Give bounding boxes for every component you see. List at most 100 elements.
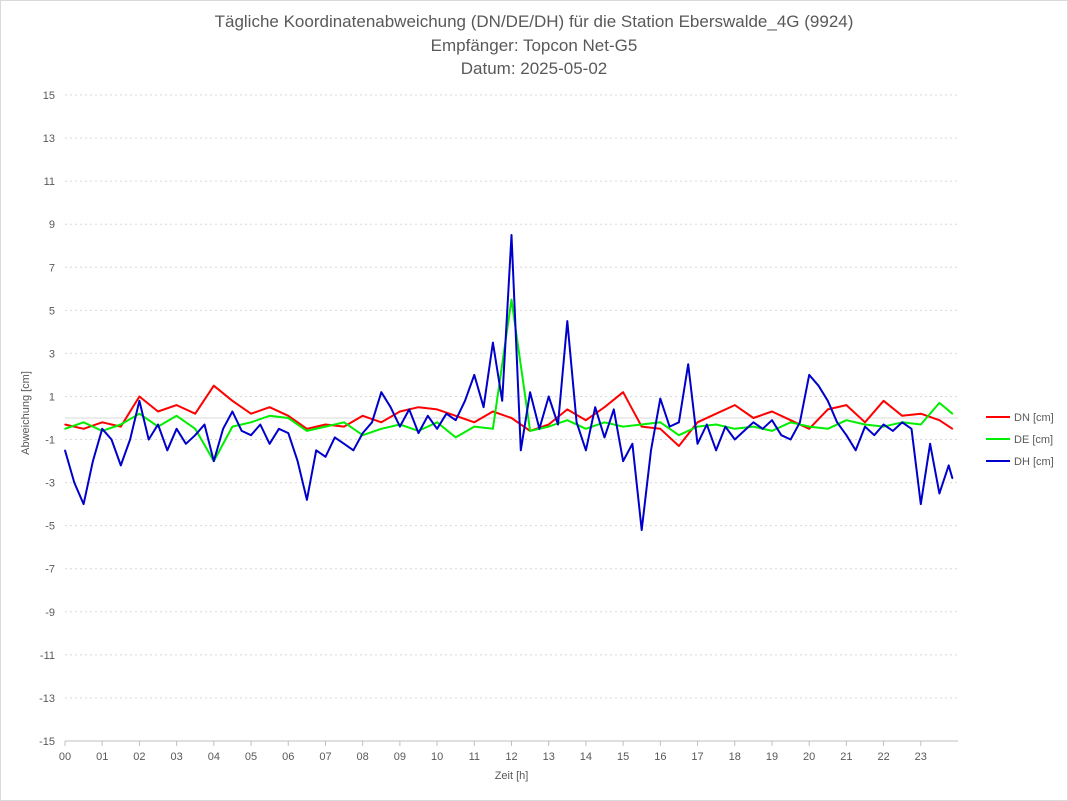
data-point xyxy=(547,423,550,426)
x-tick-label: 12 xyxy=(505,751,517,763)
data-point xyxy=(789,419,792,422)
data-point xyxy=(529,430,531,432)
data-point xyxy=(287,415,290,417)
data-point xyxy=(315,449,318,452)
data-point xyxy=(603,436,606,439)
data-point xyxy=(640,423,643,426)
data-point xyxy=(817,384,820,387)
data-point xyxy=(761,428,764,430)
data-point xyxy=(752,417,755,419)
data-point xyxy=(938,419,941,422)
data-point xyxy=(538,428,541,430)
y-tick-label: -1 xyxy=(45,435,55,447)
data-point xyxy=(482,406,485,409)
data-point xyxy=(250,434,252,437)
data-point xyxy=(361,432,364,434)
data-point xyxy=(352,449,355,452)
legend-label: DN [cm] xyxy=(1014,412,1054,424)
x-tick-label: 17 xyxy=(691,751,703,763)
data-point xyxy=(213,384,215,387)
y-tick-label: -5 xyxy=(45,521,55,533)
data-point xyxy=(417,432,420,434)
data-point xyxy=(250,421,252,424)
x-tick-label: 04 xyxy=(208,751,220,763)
data-point xyxy=(845,404,848,406)
data-point xyxy=(454,415,457,417)
data-point xyxy=(622,425,624,428)
data-point xyxy=(640,529,643,531)
data-point xyxy=(734,404,736,406)
data-point xyxy=(613,408,615,411)
data-point xyxy=(231,400,234,402)
data-point xyxy=(454,436,457,439)
data-point xyxy=(92,460,94,462)
data-point xyxy=(678,421,680,424)
x-tick-label: 08 xyxy=(357,751,369,763)
data-point xyxy=(194,434,196,437)
data-point xyxy=(268,443,271,445)
data-point xyxy=(138,395,141,398)
x-tick-label: 18 xyxy=(729,751,741,763)
data-point xyxy=(436,408,438,411)
y-tick-label: -15 xyxy=(39,736,55,748)
data-point xyxy=(827,428,829,430)
data-point xyxy=(529,391,531,394)
data-point xyxy=(622,391,624,394)
data-point xyxy=(547,395,550,398)
data-point xyxy=(175,415,178,417)
data-point xyxy=(864,421,866,424)
data-point xyxy=(82,421,85,424)
data-point xyxy=(873,434,876,437)
x-tick-label: 06 xyxy=(282,751,294,763)
x-tick-label: 15 xyxy=(617,751,629,763)
data-point xyxy=(492,341,494,344)
data-point xyxy=(380,421,383,424)
data-point xyxy=(278,428,280,430)
data-point xyxy=(808,374,810,376)
data-point xyxy=(250,412,252,415)
data-point xyxy=(287,432,290,434)
x-tick-label: 11 xyxy=(469,751,480,763)
data-point xyxy=(575,421,578,424)
data-point xyxy=(780,434,783,437)
data-point xyxy=(361,415,364,417)
data-point xyxy=(101,421,103,424)
data-point xyxy=(882,400,885,402)
data-point xyxy=(715,449,717,452)
data-point xyxy=(194,428,196,430)
data-point xyxy=(222,428,224,430)
series-lines xyxy=(64,234,954,531)
data-point xyxy=(520,449,522,452)
data-point xyxy=(734,428,736,430)
data-point xyxy=(808,425,810,428)
data-point xyxy=(64,423,66,426)
data-point xyxy=(417,406,420,409)
data-point xyxy=(510,417,513,419)
data-point xyxy=(789,438,792,441)
data-point xyxy=(371,421,373,424)
data-point xyxy=(129,438,131,441)
data-point xyxy=(445,412,448,415)
data-point xyxy=(101,428,103,430)
data-point xyxy=(622,460,624,462)
data-point xyxy=(492,410,494,413)
data-point xyxy=(947,464,950,467)
data-point xyxy=(213,460,215,462)
data-point xyxy=(920,423,922,426)
data-point xyxy=(138,412,141,415)
data-point xyxy=(240,430,243,432)
data-point xyxy=(594,406,596,409)
data-point xyxy=(585,428,587,430)
data-point xyxy=(157,410,159,413)
data-point xyxy=(259,423,262,426)
data-point xyxy=(951,428,954,430)
data-point xyxy=(389,406,392,409)
x-tick-label: 16 xyxy=(654,751,666,763)
data-point xyxy=(110,438,113,441)
data-point xyxy=(175,404,178,406)
y-tick-label: 3 xyxy=(49,348,55,360)
legend-label: DE [cm] xyxy=(1014,434,1053,446)
data-point xyxy=(120,464,122,467)
data-point xyxy=(585,449,587,452)
x-tick-label: 07 xyxy=(319,751,331,763)
